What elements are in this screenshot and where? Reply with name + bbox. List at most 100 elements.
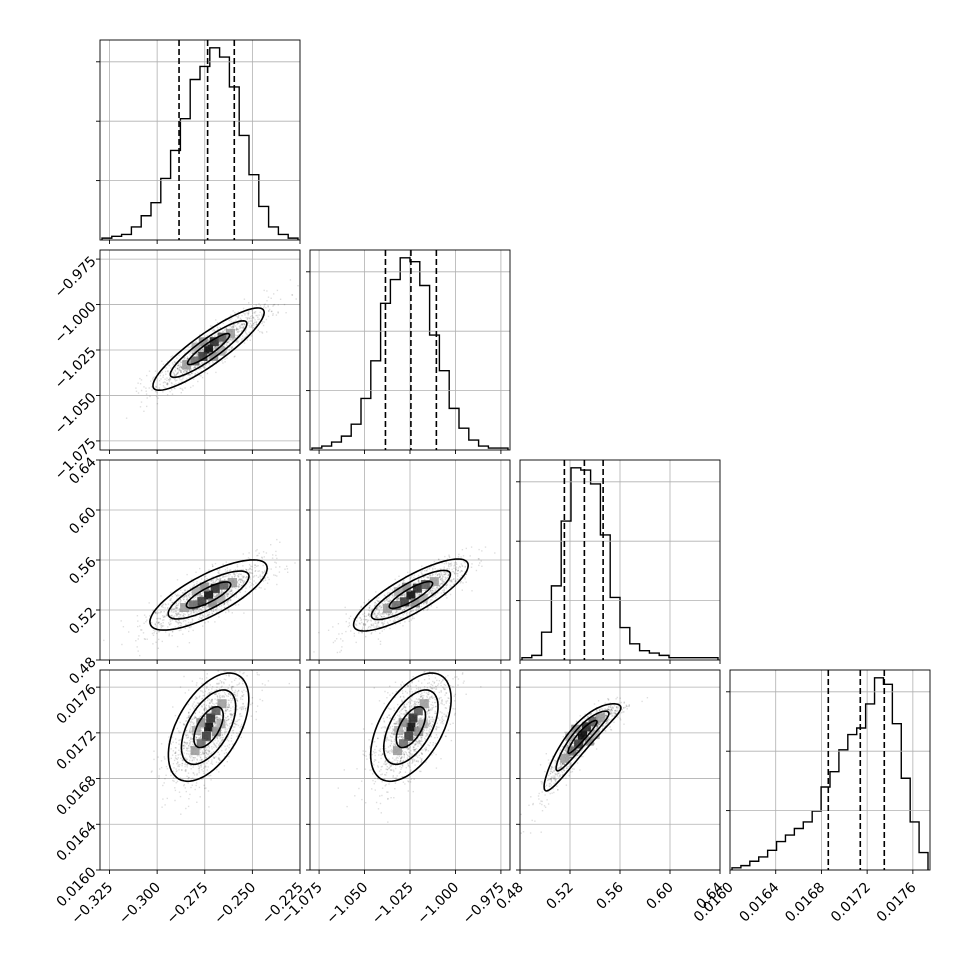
scatter-point (253, 327, 255, 329)
scatter-point (227, 706, 229, 708)
scatter-point (186, 599, 188, 601)
scatter-point (212, 580, 214, 582)
scatter-point (187, 782, 189, 784)
density-cell (429, 577, 439, 587)
scatter-point (220, 590, 223, 592)
scatter-point (254, 312, 256, 314)
scatter-point (206, 673, 208, 675)
scatter-point (378, 613, 380, 615)
scatter-point (248, 318, 251, 320)
scatter-point (190, 621, 192, 624)
scatter-point (203, 704, 205, 706)
scatter-point (430, 589, 432, 592)
scatter-point (187, 737, 189, 739)
scatter-point (240, 725, 242, 727)
scatter-point (391, 589, 394, 591)
scatter-point (193, 367, 195, 369)
scatter-point (174, 366, 177, 369)
scatter-point (161, 625, 163, 628)
scatter-point (222, 591, 224, 593)
scatter-point (175, 610, 177, 613)
histogram-step (521, 467, 719, 660)
scatter-point (191, 618, 193, 620)
scatter-point (368, 619, 370, 621)
scatter-point (375, 626, 378, 629)
scatter-point (174, 752, 177, 754)
scatter-point (341, 646, 343, 648)
scatter-point (256, 565, 258, 567)
scatter-point (187, 736, 190, 738)
scatter-point (337, 623, 340, 625)
scatter-point (222, 341, 224, 343)
scatter-point (411, 617, 414, 620)
scatter-point (245, 709, 247, 711)
scatter-point (225, 710, 228, 713)
scatter-point (197, 607, 200, 609)
scatter-point (160, 743, 163, 745)
scatter-point (216, 611, 218, 614)
scatter-point (177, 368, 179, 370)
scatter-point (174, 387, 176, 390)
scatter-point (228, 704, 230, 706)
density-cell (383, 603, 392, 613)
scatter-point (186, 717, 188, 719)
scatter-point (254, 569, 257, 572)
scatter-point (178, 377, 181, 379)
scatter-point (416, 607, 418, 609)
scatter-point (200, 608, 202, 611)
scatter-point (237, 315, 239, 318)
scatter-point (171, 619, 173, 621)
scatter-point (396, 597, 399, 600)
scatter-point (447, 572, 449, 574)
scatter-point (171, 362, 174, 364)
scatter-point (211, 335, 213, 337)
scatter-point (196, 758, 198, 760)
scatter-point (143, 386, 145, 388)
scatter-point (199, 334, 201, 336)
scatter-point (216, 326, 219, 329)
scatter-point (222, 322, 224, 324)
scatter-point (173, 375, 176, 377)
scatter-point (212, 610, 214, 612)
scatter-point (195, 599, 197, 601)
scatter-point (261, 571, 263, 573)
scatter-point (481, 565, 483, 567)
scatter-point (229, 569, 232, 571)
scatter-point (201, 361, 203, 364)
scatter-point (208, 705, 210, 708)
scatter-point (228, 718, 230, 720)
scatter-point (242, 722, 245, 724)
scatter-point (167, 607, 169, 609)
scatter-point (174, 378, 176, 381)
scatter-point (370, 620, 372, 622)
scatter-point (152, 376, 155, 379)
scatter-point (241, 338, 243, 340)
scatter-point (405, 596, 407, 598)
scatter-point (238, 586, 240, 588)
scatter-point (244, 314, 246, 316)
scatter-point (228, 338, 230, 340)
scatter-point (403, 608, 405, 611)
scatter-point (200, 349, 202, 351)
scatter-point (185, 757, 187, 760)
scatter-point (189, 731, 191, 733)
scatter-point (232, 310, 234, 312)
scatter-point (234, 311, 236, 314)
scatter-point (255, 323, 258, 326)
scatter-point (218, 581, 220, 583)
scatter-point (199, 796, 201, 798)
scatter-point (163, 381, 166, 383)
scatter-point (194, 374, 196, 377)
scatter-point (376, 606, 379, 609)
scatter-point (378, 611, 380, 613)
scatter-point (229, 338, 232, 341)
scatter-point (217, 593, 220, 595)
scatter-point (183, 783, 185, 786)
scatter-point (196, 774, 198, 776)
scatter-point (191, 697, 193, 699)
scatter-point (182, 614, 184, 616)
scatter-point (435, 562, 437, 564)
scatter-point (399, 617, 401, 619)
scatter-point (229, 593, 232, 595)
scatter-point (393, 587, 395, 589)
